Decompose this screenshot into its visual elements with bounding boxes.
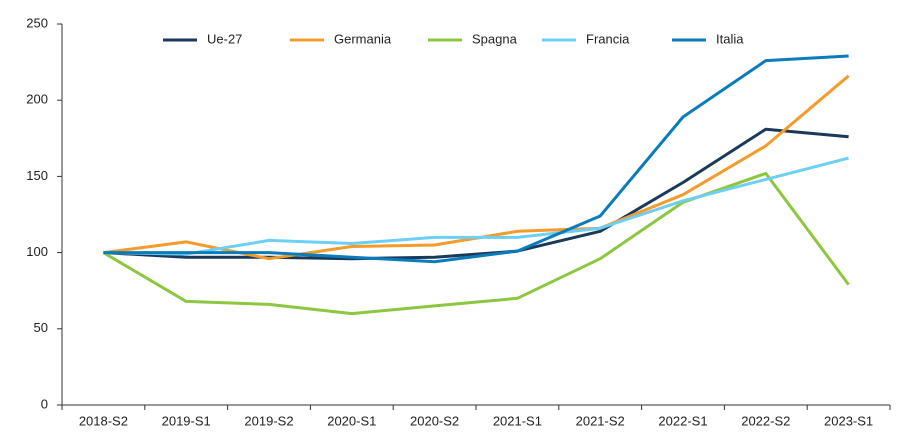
- legend-label: Italia: [716, 31, 744, 46]
- x-tick-label: 2021-S2: [576, 413, 625, 428]
- legend-label: Germania: [334, 31, 392, 46]
- series-line: [103, 127, 849, 261]
- x-tick-label: 2020-S1: [327, 413, 376, 428]
- series-line: [103, 54, 849, 264]
- series-line: [102, 171, 850, 316]
- x-tick-label: 2023-S1: [824, 413, 873, 428]
- series-line: [103, 74, 850, 261]
- y-tick-label: 200: [26, 92, 48, 107]
- legend-label: Spagna: [472, 31, 518, 46]
- y-tick-label: 250: [26, 15, 48, 30]
- x-tick-label: 2021-S1: [493, 413, 542, 428]
- x-tick-label: 2019-S1: [162, 413, 211, 428]
- y-tick-label: 50: [34, 320, 48, 335]
- legend-label: Francia: [586, 31, 630, 46]
- y-tick-label: 100: [26, 244, 48, 259]
- series-line: [103, 156, 849, 256]
- y-tick-label: 0: [41, 396, 48, 411]
- x-tick-label: 2022-S1: [658, 413, 707, 428]
- x-tick-label: 2022-S2: [741, 413, 790, 428]
- legend-label: Ue-27: [207, 31, 242, 46]
- x-tick-label: 2020-S2: [410, 413, 459, 428]
- y-tick-label: 150: [26, 168, 48, 183]
- x-tick-label: 2019-S2: [244, 413, 293, 428]
- x-tick-label: 2018-S2: [79, 413, 128, 428]
